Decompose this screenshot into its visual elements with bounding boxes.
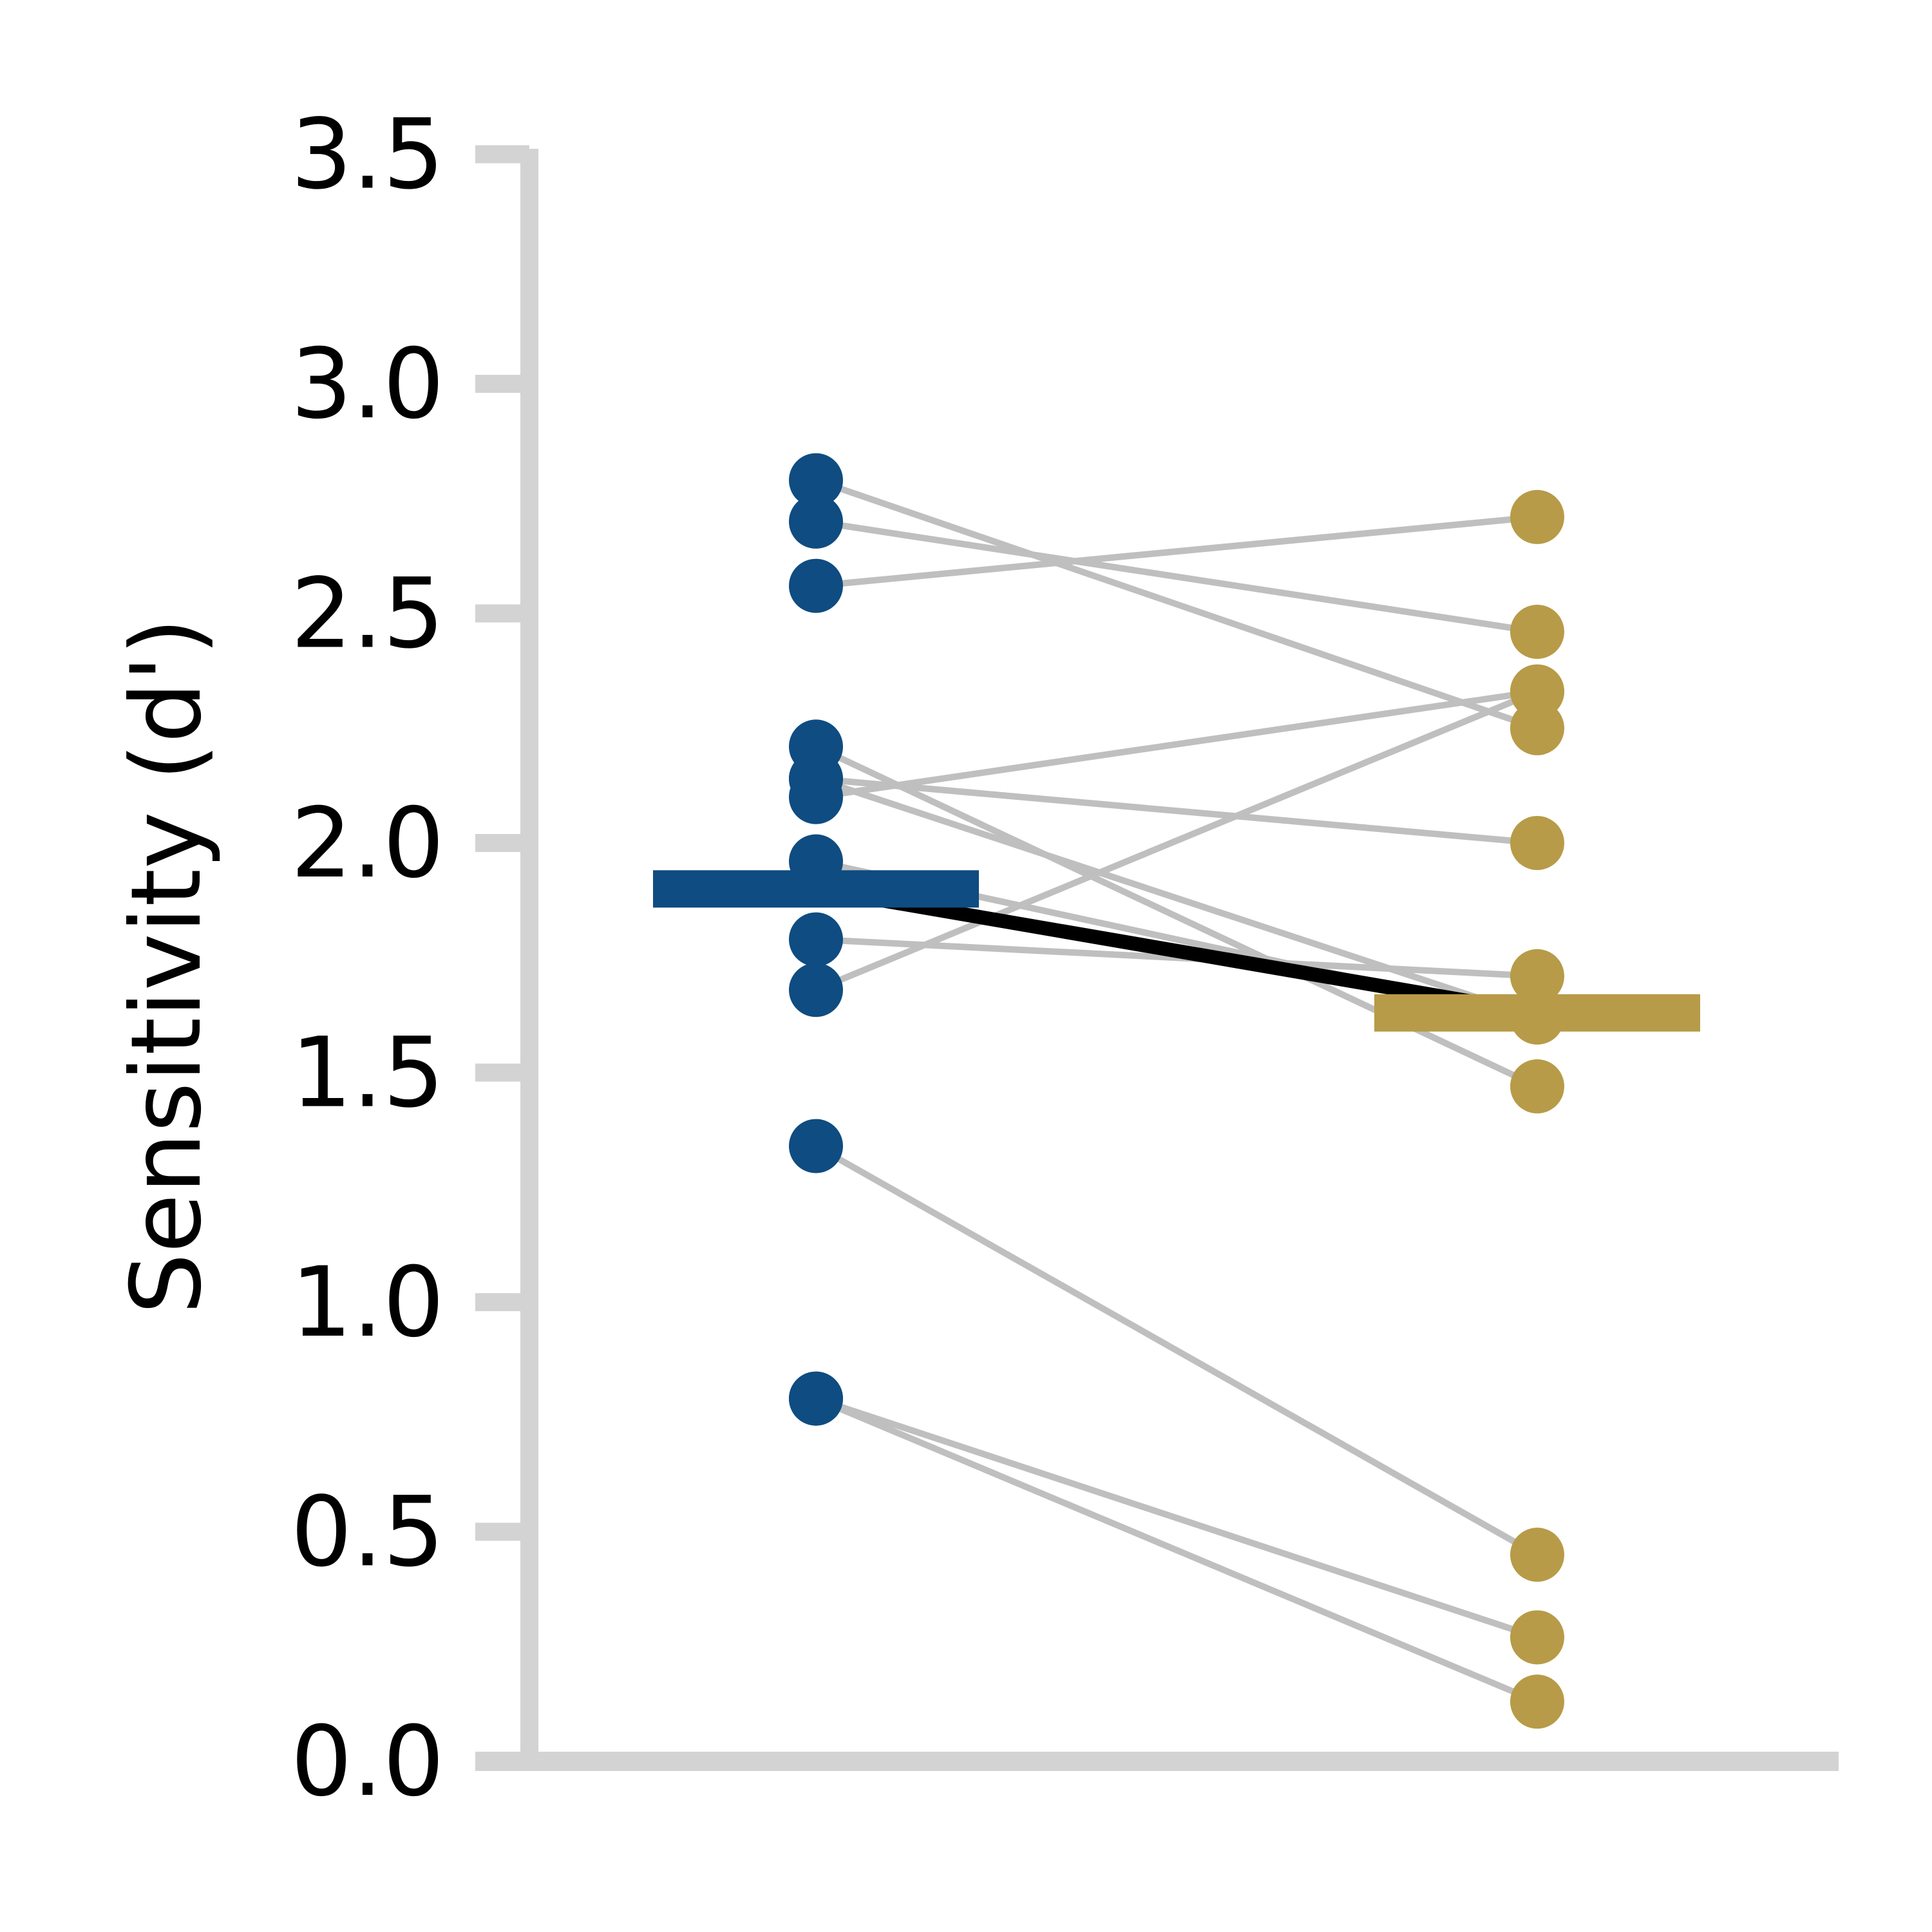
pair-line (815, 688, 1539, 993)
mean-bar-condition-2 (1374, 994, 1700, 1032)
data-point-condition-1 (789, 453, 843, 507)
data-point-condition-2 (1510, 664, 1564, 719)
pair-line (815, 513, 1538, 589)
y-tick-label: 3.0 (290, 328, 444, 440)
pair-line (815, 477, 1539, 732)
y-tick-label: 3.5 (290, 99, 444, 211)
mean-connector-line (815, 882, 1539, 1020)
pair-line (814, 743, 1539, 1090)
y-axis-label: Sensitivity (d') (111, 618, 223, 1314)
pair-line (815, 518, 1538, 635)
data-point-condition-1 (789, 963, 843, 1018)
data-point-condition-2 (1510, 605, 1564, 659)
data-points (789, 453, 1564, 1729)
data-point-condition-1 (789, 770, 843, 824)
y-tick-label: 2.0 (290, 788, 444, 900)
data-point-condition-2 (1510, 489, 1564, 544)
pair-line (815, 1395, 1539, 1641)
pair-line (815, 1396, 1539, 1705)
data-point-condition-2 (1510, 1059, 1564, 1113)
y-tick-label: 0.0 (290, 1706, 444, 1818)
data-point-condition-1 (789, 494, 843, 549)
y-ticks: 0.0 0.5 1.0 1.5 2.0 2.5 3.0 3.5 (290, 99, 529, 1818)
axes: 0.0 0.5 1.0 1.5 2.0 2.5 3.0 3.5 (290, 99, 1839, 1818)
mean-bars (653, 870, 1700, 1032)
data-point-condition-2 (1510, 1674, 1564, 1729)
data-point-condition-2 (1510, 949, 1564, 1003)
data-point-condition-2 (1510, 1610, 1564, 1665)
y-tick-label: 1.0 (290, 1247, 444, 1359)
y-tick-label: 0.5 (290, 1477, 444, 1589)
y-tick-label: 1.5 (290, 1018, 444, 1130)
pair-line (815, 688, 1538, 800)
pair-line (815, 775, 1539, 1021)
data-point-condition-1 (789, 558, 843, 613)
data-point-condition-1 (789, 1371, 843, 1426)
mean-connector (815, 882, 1539, 1020)
data-point-condition-2 (1510, 816, 1564, 870)
mean-bar-condition-1 (653, 870, 979, 908)
data-point-condition-2 (1510, 1528, 1564, 1582)
data-point-condition-1 (789, 912, 843, 967)
pair-line (814, 1143, 1539, 1558)
pair-lines (814, 477, 1539, 1705)
data-point-condition-1 (789, 1119, 843, 1173)
pair-line (815, 775, 1538, 846)
y-tick-label: 2.5 (290, 558, 444, 670)
